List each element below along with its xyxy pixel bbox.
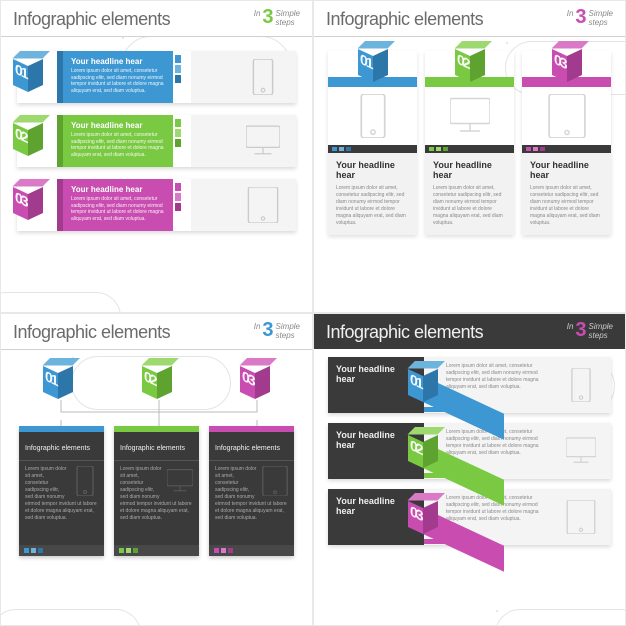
body-text: Lorem ipsum dolor sit amet, consetetur s… [530,185,603,227]
color-tabs [114,545,199,556]
column-03: 03 Your headlinehear Lorem ipsum dolor s… [522,51,611,235]
headline: Your headline hear [71,185,165,194]
tablet-icon [191,179,296,231]
color-tabs [173,51,191,103]
monitor-icon [425,87,514,145]
row-02: Your headlinehear 02 Lorem ipsum dolor s… [328,423,611,479]
panel-a-title: Infographic elements [13,9,170,30]
panel-b-header: Infographic elements In 3 Simple steps [314,1,625,36]
row-01: Your headlinehear 01 Lorem ipsum dolor s… [328,357,611,413]
headline: Your headline hear [71,121,165,130]
card-01: Infographic elements Lorem ipsum dolor s… [19,426,104,556]
panel-a: Infographic elements In 3 Simple steps 0… [0,0,313,313]
step-cube-01: 01 [358,49,388,79]
step-cube-03: 03 [240,366,270,396]
column-02: 02 Your headlinehear Lorem ipsum dolor s… [425,51,514,235]
logo: In 3 Simple steps [567,9,613,27]
phone-icon [328,87,417,145]
tablet-icon [551,489,611,545]
step-cube-03: 03 [408,501,438,531]
card-02: Infographic elements Lorem ipsum dolor s… [114,426,199,556]
body-text: Lorem ipsum dolor sit amet, consetetur s… [19,461,104,545]
headline: Your headlinehear [336,161,409,181]
panel-c: Infographic elements In 3 Simple steps 0… [0,313,313,626]
panel-d: Infographic elements In 3 Simple steps Y… [313,313,626,626]
color-tabs [522,145,611,153]
headline: Your headline hear [71,57,165,66]
step-cube-02: 02 [455,49,485,79]
panel-d-title: Infographic elements [326,322,483,343]
headline: Your headlinehear [336,365,418,385]
logo: In 3 Simple steps [254,322,300,340]
card-title: Infographic elements [120,445,185,452]
tablet-icon [522,87,611,145]
monitor-icon [191,115,296,167]
card-title: Infographic elements [215,445,280,452]
step-cube-01: 01 [408,369,438,399]
body-text: Lorem ipsum dolor sit amet, consetetur s… [433,185,506,227]
panel-b-title: Infographic elements [326,9,483,30]
bar-row-02: 02 Your headline hear Lorem ipsum dolor … [17,115,296,167]
color-tabs [173,115,191,167]
step-cube-02: 02 [13,123,43,153]
step-cube-02: 02 [408,435,438,465]
card-03: Infographic elements Lorem ipsum dolor s… [209,426,294,556]
step-cube-01: 01 [13,59,43,89]
body-text: Lorem ipsum dolor sit amet, consetetur s… [71,196,165,222]
body-text: Lorem ipsum dolor sit amet, consetetur s… [71,132,165,158]
step-cube-02: 02 [142,366,172,396]
card-title: Infographic elements [25,445,90,452]
color-tabs [328,145,417,153]
step-cube-01: 01 [43,366,73,396]
logo: In 3 Simple steps [567,322,613,340]
headline: Your headlinehear [433,161,506,181]
body-text: Lorem ipsum dolor sit amet, consetetur s… [209,461,294,545]
panel-b: Infographic elements In 3 Simple steps 0… [313,0,626,313]
color-tabs [19,545,104,556]
color-tabs [173,179,191,231]
step-cube-03: 03 [552,49,582,79]
bar-row-01: 01 Your headline hear Lorem ipsum dolor … [17,51,296,103]
phone-icon [551,357,611,413]
panel-c-header: Infographic elements In 3 Simple steps [1,314,312,349]
panel-c-title: Infographic elements [13,322,170,343]
panel-d-header: Infographic elements In 3 Simple steps [314,314,625,349]
logo: In 3 Simple steps [254,9,300,27]
column-01: 01 Your headlinehear Lorem ipsum dolor s… [328,51,417,235]
panel-a-header: Infographic elements In 3 Simple steps [1,1,312,36]
infographic-grid: Infographic elements In 3 Simple steps 0… [0,0,626,626]
phone-icon [191,51,296,103]
monitor-icon [551,423,611,479]
color-tabs [209,545,294,556]
color-tabs [425,145,514,153]
body-text: Lorem ipsum dolor sit amet, consetetur s… [114,461,199,545]
body-text: Lorem ipsum dolor sit amet, consetetur s… [71,68,165,94]
step-cube-03: 03 [13,187,43,217]
row-03: Your headlinehear 03 Lorem ipsum dolor s… [328,489,611,545]
bar-row-03: 03 Your headline hear Lorem ipsum dolor … [17,179,296,231]
connector-lines [19,400,299,426]
body-text: Lorem ipsum dolor sit amet, consetetur s… [336,185,409,227]
headline: Your headlinehear [530,161,603,181]
headline: Your headlinehear [336,431,418,451]
headline: Your headlinehear [336,497,418,517]
